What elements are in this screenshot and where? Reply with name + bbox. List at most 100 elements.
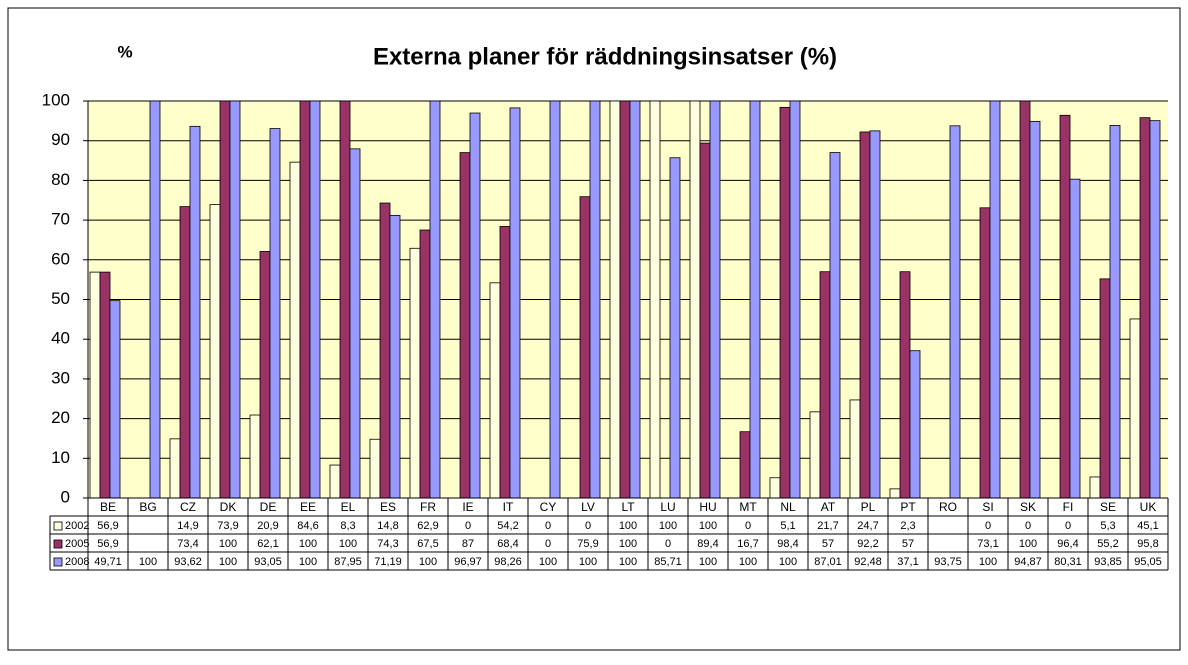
table-value: 93,85 [1094, 556, 1122, 568]
bar [629, 100, 641, 499]
chart-title: Externa planer för räddningsinsatser (%) [373, 43, 837, 70]
table-value: 93,75 [934, 556, 962, 568]
bar [1089, 476, 1101, 499]
bar [1019, 100, 1031, 499]
x-tick-label: DE [260, 500, 277, 514]
table-value: 0 [985, 520, 991, 532]
table-value: 62,9 [417, 520, 438, 532]
legend-label: 2008 [65, 556, 89, 568]
bar [649, 100, 661, 499]
table-value: 73,1 [977, 538, 998, 550]
table-value: 8,3 [340, 520, 355, 532]
bar [349, 148, 361, 499]
y-tick-label: 10 [51, 448, 70, 467]
legend-label: 2002 [65, 520, 89, 532]
table-value: 92,48 [854, 556, 882, 568]
table-value: 74,3 [377, 538, 398, 550]
bar [819, 271, 831, 499]
bar [779, 106, 791, 499]
table-value: 0 [545, 520, 551, 532]
table-value: 16,7 [737, 538, 758, 550]
bar [469, 112, 481, 499]
y-tick-label: 70 [51, 210, 70, 229]
x-tick-label: IE [462, 500, 473, 514]
table-value: 100 [339, 538, 357, 550]
x-tick-label: DK [220, 500, 237, 514]
bar [789, 100, 801, 499]
x-tick-label: HU [699, 500, 716, 514]
x-tick-label: FR [420, 500, 436, 514]
table-value: 45,1 [1137, 520, 1158, 532]
table-value: 55,2 [1097, 538, 1118, 550]
bar [259, 251, 271, 499]
x-tick-label: CZ [180, 500, 196, 514]
table-value: 100 [219, 538, 237, 550]
bar [899, 271, 911, 499]
table-value: 100 [779, 556, 797, 568]
bar [379, 202, 391, 499]
bar [169, 438, 181, 499]
bar [99, 271, 111, 499]
table-value: 100 [699, 556, 717, 568]
table-value: 54,2 [497, 520, 518, 532]
table-value: 0 [1025, 520, 1031, 532]
bar [459, 152, 471, 499]
y-tick-label: 20 [51, 408, 70, 427]
bar [549, 100, 561, 499]
table-value: 84,6 [297, 520, 318, 532]
table-value: 100 [979, 556, 997, 568]
table-value: 75,9 [577, 538, 598, 550]
table-value: 5,1 [780, 520, 795, 532]
table-value: 62,1 [257, 538, 278, 550]
bar [429, 100, 441, 499]
y-axis-label: % [117, 42, 132, 61]
table-value: 57 [902, 538, 914, 550]
table-value: 98,4 [777, 538, 798, 550]
bar [339, 100, 351, 499]
bar [669, 157, 681, 499]
table-value: 89,4 [697, 538, 718, 550]
bar [299, 100, 311, 499]
table-value: 100 [299, 538, 317, 550]
bar [309, 100, 321, 499]
bar [739, 431, 751, 499]
bar [269, 128, 281, 499]
x-tick-label: LU [660, 500, 675, 514]
table-value: 57 [822, 538, 834, 550]
table-value: 96,4 [1057, 538, 1078, 550]
bar [419, 229, 431, 499]
table-value: 100 [299, 556, 317, 568]
table-value: 14,9 [177, 520, 198, 532]
bar [1059, 114, 1071, 499]
bar [489, 282, 501, 499]
bar [509, 107, 521, 499]
x-tick-label: SK [1020, 500, 1036, 514]
y-tick-label: 50 [51, 289, 70, 308]
y-tick-label: 0 [61, 487, 70, 506]
bar [949, 125, 961, 499]
bar [809, 411, 821, 499]
table-value: 100 [739, 556, 757, 568]
x-tick-label: EL [341, 500, 356, 514]
table-value: 87,01 [814, 556, 842, 568]
table-value: 100 [539, 556, 557, 568]
x-tick-label: LT [621, 500, 635, 514]
table-value: 80,31 [1054, 556, 1082, 568]
bar [1099, 278, 1111, 499]
bar [229, 100, 241, 499]
y-tick-label: 80 [51, 170, 70, 189]
table-value: 100 [419, 556, 437, 568]
table-value: 95,8 [1137, 538, 1158, 550]
table-value: 87,95 [334, 556, 362, 568]
bar [149, 100, 161, 499]
bar [389, 214, 401, 499]
table-value: 100 [1019, 538, 1037, 550]
x-tick-label: ES [380, 500, 396, 514]
x-tick-label: SI [982, 500, 993, 514]
table-value: 95,05 [1134, 556, 1162, 568]
bar [589, 100, 601, 499]
table-value: 0 [585, 520, 591, 532]
table-value: 100 [139, 556, 157, 568]
legend-label: 2005 [65, 538, 89, 550]
bar [1109, 125, 1121, 499]
